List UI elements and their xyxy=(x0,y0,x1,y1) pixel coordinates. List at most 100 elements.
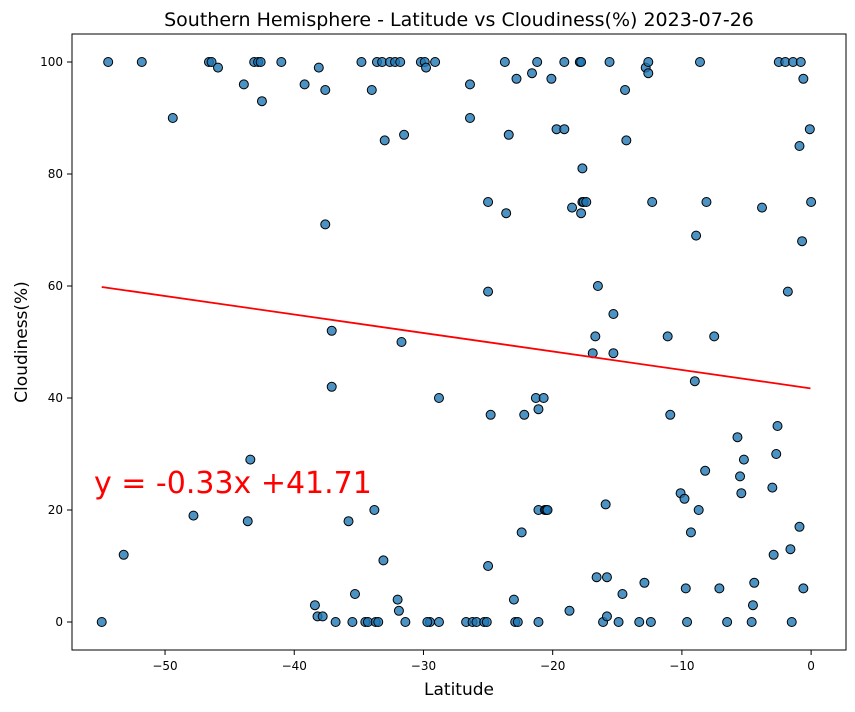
scatter-point-130 xyxy=(691,230,702,241)
scatter-point-149 xyxy=(772,421,783,431)
scatter-point-30 xyxy=(356,57,367,67)
scatter-point-123 xyxy=(665,409,676,420)
y-tick-label: 60 xyxy=(48,279,63,293)
scatter-point-133 xyxy=(700,465,711,476)
scatter-point-22 xyxy=(320,85,331,95)
scatter-point-66 xyxy=(481,617,492,627)
scatter-point-45 xyxy=(395,57,406,67)
scatter-point-23 xyxy=(320,219,331,230)
scatter-point-113 xyxy=(620,85,631,95)
scatter-point-28 xyxy=(347,617,358,627)
scatter-point-132 xyxy=(694,57,705,67)
regression-layer xyxy=(101,286,811,390)
scatter-point-106 xyxy=(601,611,612,622)
x-tick-label: −10 xyxy=(669,659,694,673)
scatter-point-11 xyxy=(242,516,253,527)
scatter-point-162 xyxy=(804,124,815,135)
scatter-point-55 xyxy=(433,393,444,403)
x-tick-label: −30 xyxy=(411,659,436,673)
scatter-point-121 xyxy=(647,197,658,207)
scatter-point-29 xyxy=(349,589,360,599)
scatter-point-87 xyxy=(546,73,557,84)
scatter-point-20 xyxy=(313,62,324,73)
scatter-point-86 xyxy=(542,505,553,515)
scatter-point-139 xyxy=(735,471,746,482)
scatter-point-112 xyxy=(617,589,628,599)
scatter-point-137 xyxy=(722,617,733,627)
scatter-point-1 xyxy=(103,57,114,67)
scatter-point-128 xyxy=(685,527,696,538)
scatter-point-73 xyxy=(511,73,522,84)
regression-equation: y = -0.33x +41.71 xyxy=(94,466,372,501)
scatter-point-111 xyxy=(613,617,624,627)
scatter-point-69 xyxy=(501,208,512,219)
scatter-point-68 xyxy=(499,57,510,67)
points-layer xyxy=(96,57,817,627)
scatter-point-157 xyxy=(794,521,805,532)
scatter-point-56 xyxy=(433,617,444,627)
scatter-point-103 xyxy=(592,281,603,291)
scatter-point-118 xyxy=(643,68,654,79)
scatter-point-76 xyxy=(519,409,530,420)
scatter-point-40 xyxy=(379,135,390,146)
scatter-point-67 xyxy=(485,409,496,420)
scatter-point-59 xyxy=(464,113,475,123)
scatter-point-119 xyxy=(643,57,654,67)
scatter-point-4 xyxy=(167,113,178,123)
y-axis-ticks: 0 20 40 60 80 100 xyxy=(40,55,72,629)
scatter-point-27 xyxy=(343,516,354,527)
scatter-point-136 xyxy=(714,583,725,594)
scatter-point-89 xyxy=(559,124,570,135)
scatter-point-33 xyxy=(366,85,377,95)
scatter-point-3 xyxy=(136,57,147,67)
scatter-point-7 xyxy=(206,57,217,67)
scatter-point-91 xyxy=(564,605,575,616)
scatter-point-163 xyxy=(806,197,817,207)
scatter-point-114 xyxy=(621,135,632,146)
scatter-point-17 xyxy=(299,79,310,90)
scatter-point-108 xyxy=(604,57,615,67)
y-tick-label: 20 xyxy=(48,503,63,517)
x-tick-label: −20 xyxy=(540,659,565,673)
scatter-point-75 xyxy=(516,527,527,538)
scatter-point-161 xyxy=(798,583,809,594)
scatter-point-15 xyxy=(256,96,267,107)
scatter-point-131 xyxy=(693,505,704,515)
scatter-point-94 xyxy=(576,57,587,67)
scatter-point-146 xyxy=(767,482,778,493)
scatter-point-37 xyxy=(373,617,384,627)
scatter-point-39 xyxy=(378,555,389,566)
scatter-point-2 xyxy=(118,549,129,560)
scatter-point-77 xyxy=(527,68,538,79)
scatter-point-142 xyxy=(746,617,757,627)
scatter-point-105 xyxy=(600,499,611,510)
y-axis-label: Cloudiness(%) xyxy=(12,281,32,403)
scatter-point-160 xyxy=(798,73,809,84)
plot-frame xyxy=(71,33,847,651)
scatter-point-99 xyxy=(581,197,592,207)
scatter-point-64 xyxy=(483,286,494,297)
scatter-point-125 xyxy=(679,493,690,504)
scatter-point-51 xyxy=(421,62,432,73)
scatter-point-126 xyxy=(680,583,691,594)
scatter-point-101 xyxy=(590,331,601,342)
scatter-point-54 xyxy=(430,57,441,67)
scatter-point-25 xyxy=(326,381,337,392)
y-tick-label: 80 xyxy=(48,167,63,181)
scatter-point-48 xyxy=(400,617,411,627)
scatter-point-65 xyxy=(483,561,494,571)
scatter-point-147 xyxy=(768,549,779,560)
scatter-point-122 xyxy=(662,331,673,342)
scatter-point-24 xyxy=(326,325,337,336)
regression-line xyxy=(101,286,811,390)
scatter-point-110 xyxy=(608,348,619,359)
scatter-point-9 xyxy=(238,79,249,90)
scatter-point-0 xyxy=(96,617,107,627)
x-axis-ticks: −50 −40 −30 −20 −10 0 xyxy=(152,650,815,673)
scatter-point-34 xyxy=(369,505,380,515)
scatter-point-46 xyxy=(396,337,407,347)
scatter-point-116 xyxy=(639,577,650,588)
scatter-point-21 xyxy=(317,611,328,622)
scatter-point-10 xyxy=(245,454,256,465)
scatter-point-144 xyxy=(749,577,760,588)
